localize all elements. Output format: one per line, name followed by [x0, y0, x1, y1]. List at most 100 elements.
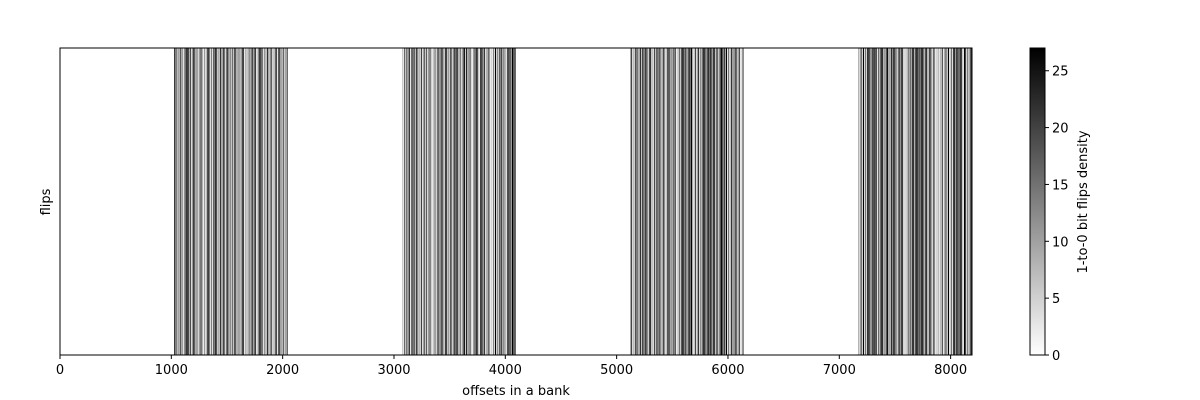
flip-stripe — [684, 48, 685, 355]
flip-stripe — [685, 48, 686, 355]
flip-stripe — [507, 48, 508, 355]
flip-stripe — [867, 48, 868, 355]
flip-stripe — [248, 48, 249, 355]
flip-stripe — [858, 48, 859, 355]
flip-stripe — [938, 48, 939, 355]
flip-stripe — [464, 48, 465, 355]
flip-stripe — [945, 48, 946, 355]
flip-stripe — [421, 48, 422, 355]
flip-stripe — [968, 48, 969, 355]
flip-stripe — [276, 48, 277, 355]
flip-stripe — [690, 48, 691, 355]
flip-stripe — [515, 48, 516, 355]
flip-stripe — [653, 48, 654, 355]
flip-stripe — [497, 48, 498, 355]
flip-stripe — [914, 48, 915, 355]
flip-stripe — [428, 48, 429, 355]
flip-stripe — [735, 48, 736, 355]
flip-stripe — [499, 48, 500, 355]
flip-stripe — [470, 48, 471, 355]
flip-stripe — [454, 48, 455, 355]
flip-stripe — [422, 48, 423, 355]
flip-stripe — [643, 48, 644, 355]
flip-stripe — [214, 48, 215, 355]
flip-stripe — [235, 48, 236, 355]
flip-stripe — [723, 48, 724, 355]
flip-stripe — [962, 48, 963, 355]
flip-stripe — [402, 48, 403, 355]
flip-stripe — [458, 48, 459, 355]
flip-stripe — [406, 48, 407, 355]
flip-stripe — [438, 48, 439, 355]
flip-stripe — [272, 48, 273, 355]
flip-stripe — [510, 48, 511, 355]
flip-stripe — [895, 48, 896, 355]
flip-stripe — [967, 48, 968, 355]
flip-stripe — [706, 48, 707, 355]
flip-stripe — [913, 48, 914, 355]
flip-stripe — [952, 48, 953, 355]
flip-stripe — [475, 48, 476, 355]
flip-stripe — [430, 48, 431, 355]
flip-stripe — [478, 48, 479, 355]
flip-stripe — [432, 48, 433, 355]
flip-stripe — [899, 48, 900, 355]
flip-stripe — [933, 48, 934, 355]
flip-stripe — [253, 48, 254, 355]
flip-stripe — [222, 48, 223, 355]
flip-stripe — [207, 48, 208, 355]
flip-stripe — [739, 48, 740, 355]
flip-stripe — [255, 48, 256, 355]
flip-stripe — [720, 48, 721, 355]
flip-stripe — [640, 48, 641, 355]
flip-stripe — [202, 48, 203, 355]
flip-stripe — [875, 48, 876, 355]
flip-stripe — [648, 48, 649, 355]
flip-stripe — [863, 48, 864, 355]
flip-stripe — [277, 48, 278, 355]
flip-stripe — [928, 48, 929, 355]
flip-stripe — [410, 48, 411, 355]
flip-stripe — [176, 48, 177, 355]
flip-stripe — [225, 48, 226, 355]
flip-stripe — [414, 48, 415, 355]
flip-stripe — [736, 48, 737, 355]
flip-stripe — [872, 48, 873, 355]
flip-stripe — [231, 48, 232, 355]
flip-stripe — [209, 48, 210, 355]
flip-stripe — [198, 48, 199, 355]
flip-stripe — [183, 48, 184, 355]
flip-stripe — [463, 48, 464, 355]
flip-stripe — [710, 48, 711, 355]
flip-stripe — [726, 48, 727, 355]
flip-stripe — [876, 48, 877, 355]
flip-stripe — [249, 48, 250, 355]
flip-stripe — [636, 48, 637, 355]
flip-stripe — [927, 48, 928, 355]
colorbar-tick-label: 5 — [1052, 292, 1060, 307]
flip-stripe — [656, 48, 657, 355]
flip-stripe — [254, 48, 255, 355]
flip-stripe — [462, 48, 463, 355]
flip-stripe — [937, 48, 938, 355]
flip-stripe — [683, 48, 684, 355]
colorbar-ticks: 0 5 10 15 20 25 — [1045, 65, 1069, 364]
flip-stripe — [926, 48, 927, 355]
flip-stripe — [882, 48, 883, 355]
x-tick-label: 7000 — [823, 363, 856, 378]
flip-stripe — [215, 48, 216, 355]
flip-stripe — [429, 48, 430, 355]
flip-stripe — [641, 48, 642, 355]
x-tick-label: 1000 — [155, 363, 188, 378]
flip-stripe — [196, 48, 197, 355]
flip-stripe — [894, 48, 895, 355]
flip-stripe — [251, 48, 252, 355]
flip-stripe — [415, 48, 416, 355]
flip-stripe — [868, 48, 869, 355]
flip-stripe — [211, 48, 212, 355]
flip-stripe — [236, 48, 237, 355]
flip-stripe — [199, 48, 200, 355]
flip-stripe — [959, 48, 960, 355]
colorbar-tick-label: 15 — [1052, 178, 1069, 193]
flip-stripe — [870, 48, 871, 355]
